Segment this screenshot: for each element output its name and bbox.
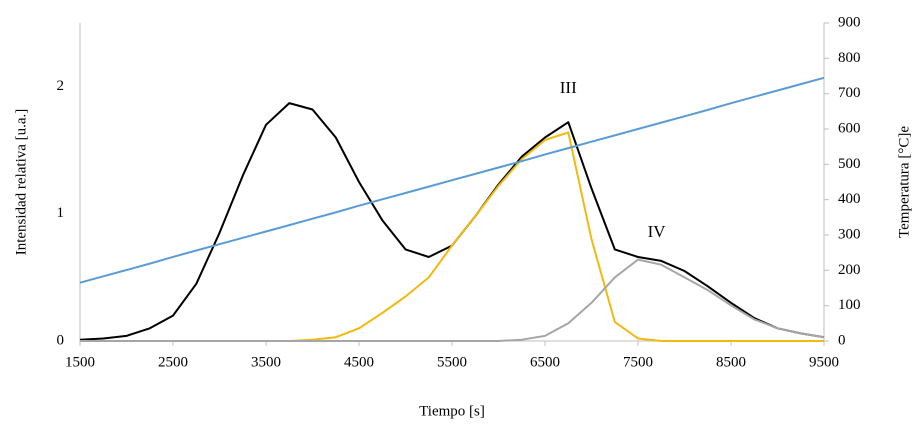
y2-tick-label: 500 xyxy=(838,156,861,172)
y2-tick-label: 600 xyxy=(838,120,861,136)
x-tick-label: 3500 xyxy=(251,354,281,370)
x-tick-label: 7500 xyxy=(623,354,653,370)
y2-tick-label: 200 xyxy=(838,262,861,278)
y2-axis-label: Temperatura [°C]e xyxy=(896,126,912,238)
series-line xyxy=(80,258,825,342)
y-tick-label: 0 xyxy=(57,332,65,348)
y2-tick-label: 800 xyxy=(838,50,861,66)
y2-tick-label: 300 xyxy=(838,226,861,242)
y-tick-label: 2 xyxy=(57,78,65,94)
x-tick-label: 1500 xyxy=(65,354,95,370)
y2-tick-label: 100 xyxy=(838,297,861,313)
annotation: IV xyxy=(648,222,667,241)
y2-tick-label: 700 xyxy=(838,85,861,101)
x-tick-label: 8500 xyxy=(716,354,746,370)
y-axis-label: Intensidad relativa [u.a.] xyxy=(13,109,29,256)
x-tick-label: 6500 xyxy=(530,354,560,370)
y2-tick-label: 0 xyxy=(838,332,846,348)
x-tick-label: 9500 xyxy=(809,354,839,370)
x-tick-label: 2500 xyxy=(158,354,188,370)
y-tick-label: 1 xyxy=(57,205,65,221)
annotation: III xyxy=(560,78,577,97)
x-tick-label: 4500 xyxy=(344,354,374,370)
x-axis-label: Tiempo [s] xyxy=(419,403,485,419)
y2-tick-label: 900 xyxy=(838,14,861,30)
x-tick-label: 5500 xyxy=(437,354,467,370)
y2-tick-label: 400 xyxy=(838,191,861,207)
series-line xyxy=(79,102,825,341)
series-line xyxy=(80,131,824,342)
series-line xyxy=(79,76,825,284)
